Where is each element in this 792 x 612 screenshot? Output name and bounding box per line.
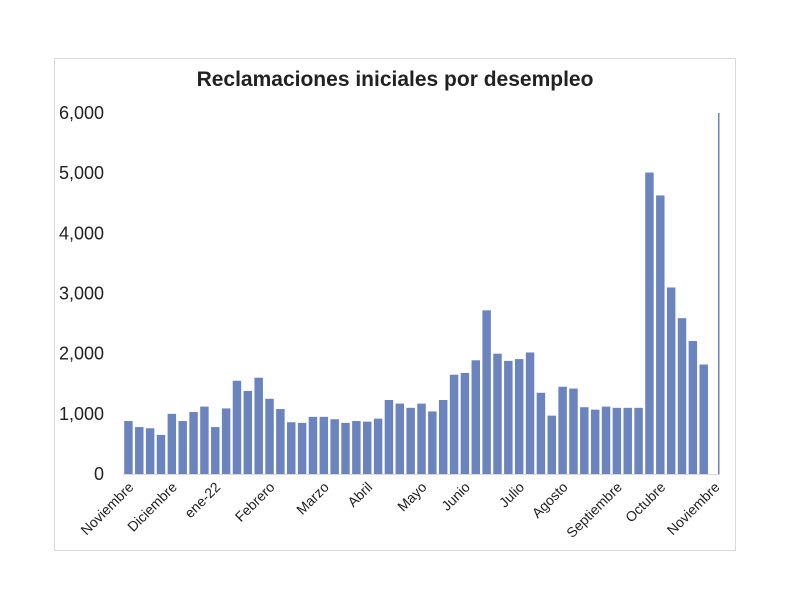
y-tick-label: 3,000 xyxy=(59,284,104,304)
bar xyxy=(580,407,589,474)
bar xyxy=(200,406,209,474)
bar xyxy=(232,380,242,474)
bar xyxy=(319,416,329,474)
bar xyxy=(124,421,133,474)
bar xyxy=(243,390,253,474)
x-tick-label: Noviembre xyxy=(664,479,723,538)
bar xyxy=(145,428,155,474)
chart-title: Reclamaciones iniciales por desempleo xyxy=(196,68,594,91)
bar xyxy=(536,392,546,474)
x-tick-label: Agosto xyxy=(529,479,571,521)
bar xyxy=(417,403,426,474)
y-tick-label: 5,000 xyxy=(59,163,104,183)
bar xyxy=(362,421,372,474)
x-tick-label: Abril xyxy=(344,479,375,510)
bar xyxy=(471,360,481,474)
bar xyxy=(265,398,274,474)
bar xyxy=(341,422,350,474)
y-tick-label: 2,000 xyxy=(59,344,104,364)
bar xyxy=(677,318,687,474)
bar xyxy=(601,406,611,474)
y-tick-label: 6,000 xyxy=(59,103,104,123)
y-tick-label: 1,000 xyxy=(59,404,104,424)
bar xyxy=(504,360,513,474)
bar xyxy=(189,412,198,474)
bar xyxy=(634,407,643,474)
x-tick-label: Mayo xyxy=(394,479,430,515)
bar xyxy=(718,113,720,474)
bar xyxy=(666,287,676,474)
bar xyxy=(449,374,459,474)
y-tick-label: 0 xyxy=(94,464,104,484)
bar xyxy=(395,403,405,474)
bar xyxy=(221,408,231,474)
x-tick-label: Septiembre xyxy=(563,479,625,541)
bar xyxy=(623,407,632,474)
bar xyxy=(590,409,600,474)
bar xyxy=(156,434,166,474)
bar xyxy=(547,415,556,474)
bar xyxy=(330,419,339,474)
bar-series xyxy=(124,113,720,474)
x-tick-label: Julio xyxy=(496,479,528,511)
bar xyxy=(460,372,470,474)
bar xyxy=(558,386,567,474)
x-tick-label: Marzo xyxy=(293,479,332,518)
x-tick-label: Junio xyxy=(438,479,473,514)
bar xyxy=(569,388,578,474)
bar xyxy=(297,422,307,474)
bar xyxy=(612,407,622,474)
bar xyxy=(406,407,415,474)
bar xyxy=(525,352,535,474)
bar xyxy=(276,409,285,474)
bar xyxy=(178,421,187,474)
bar xyxy=(352,421,361,474)
bar xyxy=(514,359,524,474)
bar xyxy=(308,416,318,474)
bar xyxy=(699,364,708,474)
bar xyxy=(254,377,263,474)
bar xyxy=(211,427,220,474)
x-tick-label: Febrero xyxy=(232,479,278,525)
x-tick-label: Octubre xyxy=(622,479,669,526)
y-tick-label: 4,000 xyxy=(59,223,104,243)
bar xyxy=(656,195,665,474)
bar xyxy=(688,341,698,474)
bar xyxy=(384,399,394,474)
bar xyxy=(373,418,383,474)
bar xyxy=(645,172,654,474)
x-tick-label: Noviembre xyxy=(77,479,136,538)
bar xyxy=(428,411,437,474)
bar xyxy=(167,413,177,474)
bar xyxy=(287,422,296,474)
y-axis-ticks: 0 1,000 2,000 3,000 4,000 5,000 6,000 xyxy=(59,103,104,484)
bar xyxy=(482,310,491,474)
bar xyxy=(135,427,144,474)
x-tick-label: ene-22 xyxy=(181,479,223,521)
bar xyxy=(493,353,502,474)
bar xyxy=(438,399,448,474)
